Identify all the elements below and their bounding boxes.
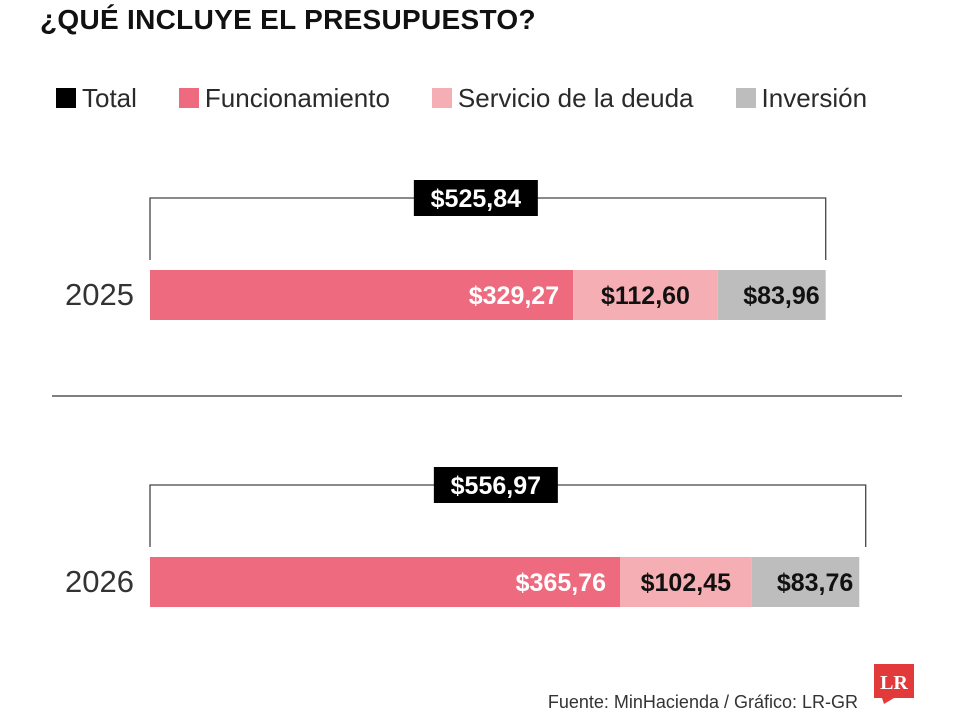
value-label-funcionamiento-2025: $329,27 bbox=[469, 282, 559, 310]
bar-funcionamiento-2025 bbox=[150, 270, 574, 320]
bar-servicio-deuda-2025 bbox=[573, 270, 718, 320]
value-label-funcionamiento-2026: $365,76 bbox=[516, 569, 606, 597]
bar-servicio-deuda-2026 bbox=[620, 557, 752, 607]
year-label-2025: 2025 bbox=[65, 277, 134, 312]
bar-inversion-2026 bbox=[751, 557, 860, 607]
lr-logo: LR bbox=[874, 664, 914, 704]
bar-inversion-2025 bbox=[717, 270, 826, 320]
legend-swatch-servicio-deuda bbox=[431, 88, 452, 108]
legend: Total Funcionamiento Servicio de la deud… bbox=[56, 82, 909, 114]
legend-label-servicio-deuda: Servicio de la deuda bbox=[457, 82, 694, 113]
legend-item-inversion: Inversión bbox=[735, 82, 868, 114]
source-credit: Fuente: MinHacienda / Gráfico: LR-GR bbox=[547, 692, 858, 712]
total-badge-2026 bbox=[433, 467, 558, 503]
lr-logo-tail bbox=[882, 698, 894, 704]
total-label-2026: $556,97 bbox=[451, 472, 541, 500]
legend-swatch-inversion bbox=[735, 88, 756, 108]
legend-swatch-funcionamiento bbox=[178, 88, 199, 108]
legend-label-inversion: Inversión bbox=[761, 82, 868, 113]
value-label-servicio-deuda-2026: $102,45 bbox=[641, 569, 731, 597]
value-label-inversion-2026: $83,76 bbox=[777, 569, 853, 597]
legend-swatch-total bbox=[56, 88, 76, 108]
year-label-2026: 2026 bbox=[65, 564, 134, 599]
chart-title: ¿QUÉ INCLUYE EL PRESUPUESTO? bbox=[40, 4, 536, 35]
legend-item-servicio-deuda: Servicio de la deuda bbox=[431, 82, 694, 114]
legend-item-total: Total bbox=[56, 83, 137, 114]
value-label-inversion-2025: $83,96 bbox=[743, 282, 819, 310]
lr-logo-text: LR bbox=[880, 672, 908, 694]
legend-item-funcionamiento: Funcionamiento bbox=[178, 82, 390, 114]
lr-logo-badge bbox=[874, 664, 914, 698]
total-badge-2025 bbox=[413, 180, 538, 216]
total-label-2025: $525,84 bbox=[431, 185, 521, 213]
value-label-servicio-deuda-2025: $112,60 bbox=[601, 282, 690, 310]
legend-label-total: Total bbox=[82, 82, 137, 113]
legend-label-funcionamiento: Funcionamiento bbox=[204, 82, 390, 113]
bar-funcionamiento-2026 bbox=[150, 557, 621, 607]
